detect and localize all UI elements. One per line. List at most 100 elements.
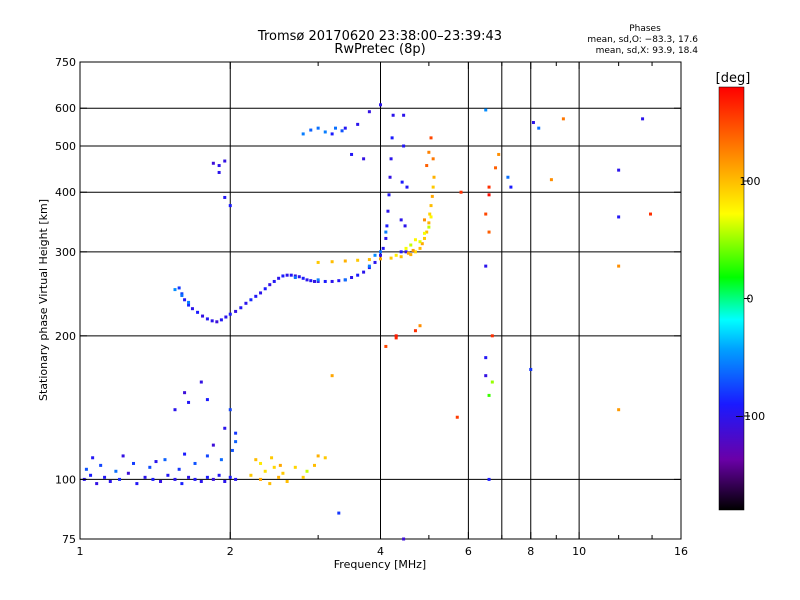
data-point: [394, 253, 398, 257]
data-point: [190, 307, 194, 311]
phases-x-stats: mean, sd,X: 93.9, 18.4: [596, 46, 699, 56]
data-point: [210, 319, 214, 323]
data-point: [126, 471, 130, 475]
data-point: [199, 479, 203, 483]
data-point: [487, 477, 491, 481]
data-point: [367, 264, 371, 268]
data-point: [211, 477, 215, 481]
data-point: [254, 294, 258, 298]
data-point: [379, 253, 382, 257]
data-point: [487, 185, 491, 189]
data-point: [425, 230, 429, 234]
data-point: [99, 463, 103, 467]
data-point: [217, 170, 221, 174]
data-point: [297, 275, 301, 279]
data-point: [422, 236, 426, 240]
data-point: [340, 129, 344, 133]
data-point: [180, 293, 184, 297]
data-point: [413, 250, 417, 254]
data-point: [312, 279, 316, 283]
colorbar-tick-label: 100: [740, 175, 761, 188]
x-tick-label: 2: [227, 545, 234, 558]
data-point: [254, 458, 258, 462]
data-point: [180, 482, 184, 486]
data-point: [484, 356, 488, 360]
data-point: [281, 471, 285, 475]
data-point: [402, 144, 406, 148]
data-point: [259, 477, 263, 481]
data-point: [487, 393, 491, 397]
data-point: [272, 465, 276, 469]
data-point: [641, 117, 645, 121]
data-point: [330, 279, 334, 283]
colorbar-label: [deg]: [716, 71, 751, 86]
grid-lines: [80, 62, 681, 539]
data-point: [549, 178, 553, 182]
data-point: [187, 475, 191, 479]
data-point: [228, 408, 232, 412]
data-point: [301, 132, 305, 136]
data-point: [108, 479, 112, 483]
data-point: [268, 283, 272, 287]
data-point: [490, 334, 494, 338]
data-point: [617, 215, 621, 219]
data-point: [163, 458, 167, 462]
data-point: [388, 175, 392, 179]
x-tick-label: 1: [77, 545, 84, 558]
data-points: [82, 103, 653, 541]
data-point: [293, 276, 297, 280]
data-point: [281, 274, 285, 278]
data-point: [301, 475, 305, 479]
data-point: [418, 324, 422, 328]
x-tick-label: 4: [377, 545, 384, 558]
data-point: [413, 329, 417, 333]
data-point: [409, 243, 413, 247]
data-point: [316, 260, 320, 264]
data-point: [617, 168, 621, 172]
data-point: [413, 238, 417, 242]
data-point: [285, 273, 289, 277]
data-point: [389, 256, 393, 260]
data-point: [330, 260, 334, 264]
data-point: [373, 253, 377, 257]
data-point: [529, 367, 533, 371]
data-point: [211, 443, 215, 447]
data-point: [429, 204, 433, 208]
data-point: [403, 224, 407, 228]
data-point: [173, 477, 177, 481]
data-point: [217, 164, 221, 168]
data-point: [316, 278, 320, 282]
data-point: [427, 150, 431, 154]
colorbar-ticks: 100 0 −100: [735, 175, 765, 423]
data-point: [428, 212, 432, 216]
data-point: [135, 482, 139, 486]
data-point: [402, 113, 406, 117]
data-point: [234, 440, 238, 444]
data-point: [356, 273, 360, 277]
axes: 1 2 4 6 8 10 16 75 100 200 300 400 500 600 750: [55, 56, 688, 558]
data-point: [305, 469, 309, 473]
data-point: [180, 292, 184, 296]
colorbar: [718, 86, 745, 511]
y-tick-label: 400: [55, 186, 76, 199]
data-point: [151, 477, 155, 481]
data-point: [487, 193, 491, 197]
data-point: [263, 287, 267, 291]
data-point: [386, 209, 390, 213]
y-tick-label: 600: [55, 102, 76, 115]
data-point: [205, 398, 209, 402]
data-point: [531, 121, 535, 125]
data-point: [430, 194, 434, 198]
x-tick-label: 10: [572, 545, 586, 558]
data-point: [487, 230, 491, 234]
data-point: [316, 279, 320, 283]
chart-title: Tromsø 20170620 23:38:00–23:39:43: [257, 29, 502, 44]
data-point: [187, 300, 191, 304]
data-point: [384, 236, 388, 240]
data-point: [384, 230, 388, 234]
data-point: [497, 152, 501, 156]
data-point: [356, 258, 360, 262]
data-point: [399, 218, 403, 222]
data-point: [337, 511, 341, 515]
